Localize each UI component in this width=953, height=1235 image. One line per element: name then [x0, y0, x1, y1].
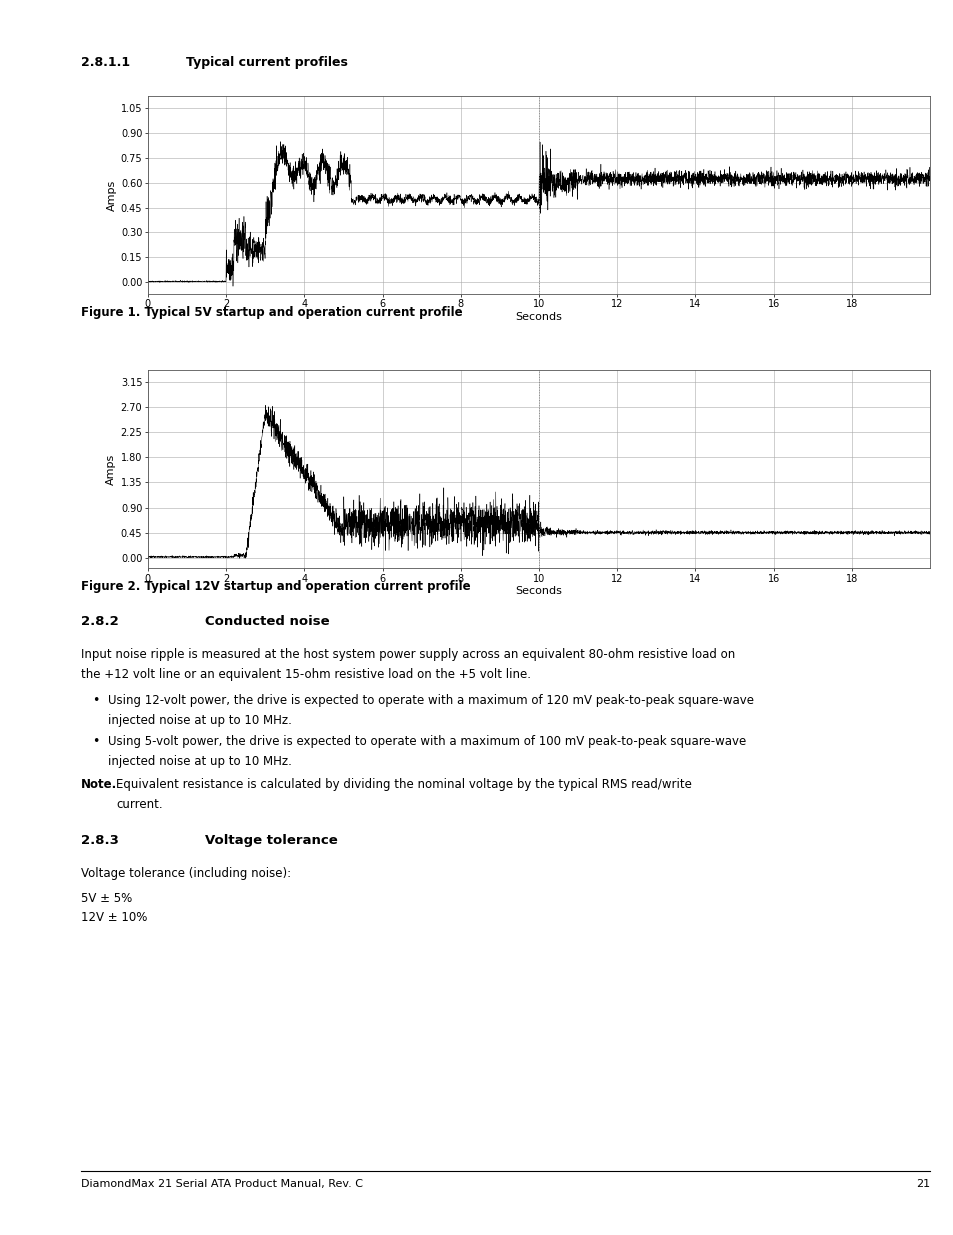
Y-axis label: Amps: Amps	[107, 453, 116, 485]
Text: 2.8.2: 2.8.2	[81, 615, 119, 629]
Text: Figure 2. Typical 12V startup and operation current profile: Figure 2. Typical 12V startup and operat…	[81, 580, 470, 594]
X-axis label: Seconds: Seconds	[515, 587, 562, 597]
Text: •: •	[92, 735, 100, 748]
Text: injected noise at up to 10 MHz.: injected noise at up to 10 MHz.	[108, 714, 292, 727]
Text: the +12 volt line or an equivalent 15-ohm resistive load on the +5 volt line.: the +12 volt line or an equivalent 15-oh…	[81, 668, 531, 682]
Y-axis label: Amps: Amps	[107, 179, 116, 211]
Text: Voltage tolerance (including noise):: Voltage tolerance (including noise):	[81, 867, 291, 881]
Text: Conducted noise: Conducted noise	[205, 615, 330, 629]
X-axis label: Seconds: Seconds	[515, 312, 562, 322]
Text: Equivalent resistance is calculated by dividing the nominal voltage by the typic: Equivalent resistance is calculated by d…	[116, 778, 692, 792]
Text: Voltage tolerance: Voltage tolerance	[205, 834, 337, 847]
Text: Input noise ripple is measured at the host system power supply across an equival: Input noise ripple is measured at the ho…	[81, 648, 735, 662]
Text: injected noise at up to 10 MHz.: injected noise at up to 10 MHz.	[108, 755, 292, 768]
Text: Typical current profiles: Typical current profiles	[186, 56, 348, 69]
Text: Note.: Note.	[81, 778, 117, 792]
Text: Figure 1. Typical 5V startup and operation current profile: Figure 1. Typical 5V startup and operati…	[81, 306, 462, 320]
Text: Using 12-volt power, the drive is expected to operate with a maximum of 120 mV p: Using 12-volt power, the drive is expect…	[108, 694, 753, 708]
Text: 2.8.3: 2.8.3	[81, 834, 119, 847]
Text: current.: current.	[116, 798, 163, 811]
Text: 2.8.1.1: 2.8.1.1	[81, 56, 130, 69]
Text: 5V ± 5%: 5V ± 5%	[81, 892, 132, 905]
Text: •: •	[92, 694, 100, 708]
Text: 12V ± 10%: 12V ± 10%	[81, 911, 148, 925]
Text: 21: 21	[915, 1179, 929, 1189]
Text: Using 5-volt power, the drive is expected to operate with a maximum of 100 mV pe: Using 5-volt power, the drive is expecte…	[108, 735, 745, 748]
Text: DiamondMax 21 Serial ATA Product Manual, Rev. C: DiamondMax 21 Serial ATA Product Manual,…	[81, 1179, 363, 1189]
